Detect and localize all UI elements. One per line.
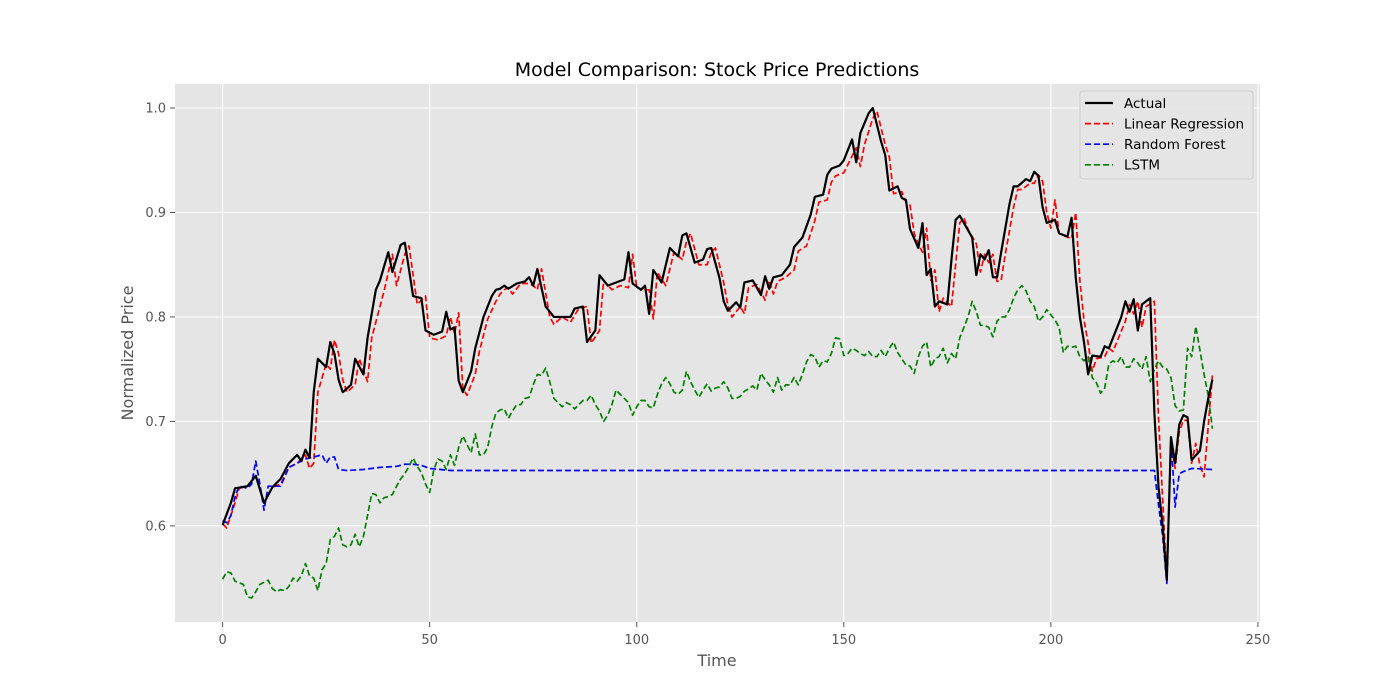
legend-label: Random Forest — [1124, 137, 1226, 153]
chart-title: Model Comparison: Stock Price Prediction… — [515, 59, 920, 81]
y-axis-label: Normalized Price — [118, 286, 137, 421]
y-tick-label: 0.8 — [145, 310, 166, 325]
x-axis-label: Time — [696, 651, 736, 670]
series-line-actual — [221, 106, 1214, 582]
series-layer — [221, 106, 1214, 599]
series-line-lstm — [221, 284, 1214, 599]
y-tick-label: 0.7 — [145, 415, 166, 430]
legend-box — [1079, 90, 1254, 180]
legend-label: LSTM — [1124, 158, 1160, 174]
y-tick-label: 0.9 — [145, 206, 166, 221]
x-axis-ticks: 0 50 100 150 200 250 — [218, 622, 1270, 648]
x-tick-label: 250 — [1246, 633, 1271, 648]
y-tick-label: 1.0 — [145, 102, 166, 117]
legend-label: Linear Regression — [1124, 116, 1244, 132]
x-tick-label: 150 — [831, 633, 856, 648]
x-tick-label: 0 — [218, 633, 226, 648]
legend-label: Actual — [1124, 96, 1166, 112]
x-tick-label: 200 — [1038, 633, 1063, 648]
y-axis-ticks: 0.6 0.7 0.8 0.9 1.0 — [145, 102, 175, 534]
x-tick-label: 50 — [421, 633, 438, 648]
legend: Actual Linear Regression Random Forest LSTM — [1079, 90, 1254, 180]
series-line-linear-regression — [222, 110, 1214, 582]
x-tick-label: 100 — [624, 633, 649, 648]
y-tick-label: 0.6 — [145, 519, 166, 534]
